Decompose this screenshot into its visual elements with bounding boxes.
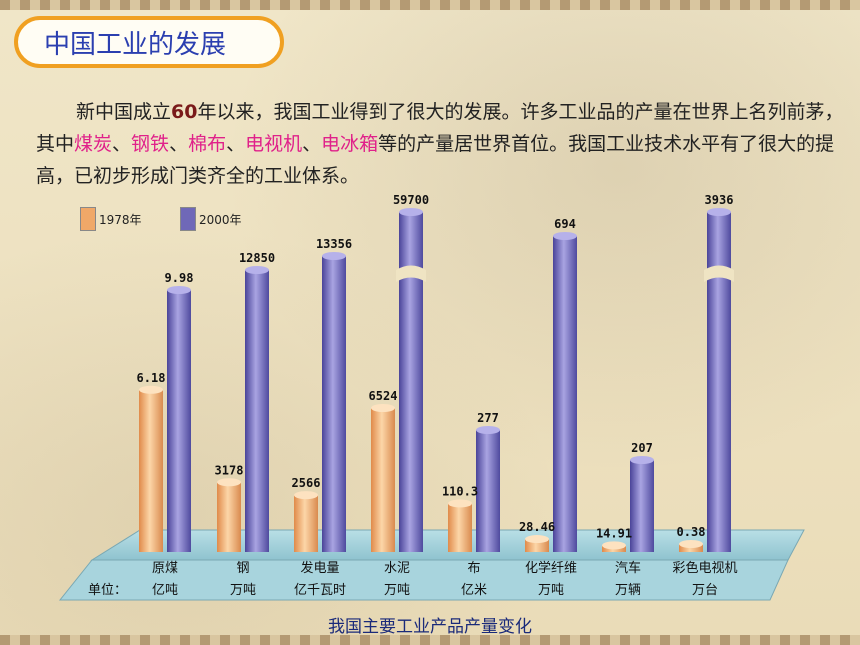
bar-1978-2-cap (294, 491, 318, 500)
chart-floor-front (58, 559, 789, 601)
paragraph-segment-5: 钢铁 (131, 133, 170, 155)
bar-1978-3 (371, 408, 395, 552)
page-title-text: 中国工业的发展 (44, 29, 227, 60)
category-label-7: 彩色电视机 (672, 560, 737, 576)
paragraph-segment-0: 新中国成立 (76, 101, 172, 123)
paragraph-segment-7: 棉布 (188, 133, 227, 155)
bar-1978-1 (217, 482, 241, 552)
unit-label-2: 亿千瓦时 (294, 583, 346, 598)
legend-item-1978: 1978年 (80, 207, 142, 231)
legend-label-2000: 2000年 (199, 212, 242, 227)
data-label-1978-3: 6524 (369, 389, 398, 403)
paragraph-segment-12: 等的产量居世界首位。我国工业技术水平有了很大的提高，已初步形成门类齐全的工业体系… (36, 133, 835, 187)
unit-label-6: 万辆 (615, 583, 641, 598)
data-label-1978-0: 6.18 (137, 371, 166, 385)
bar-2000-1 (245, 270, 269, 552)
data-label-2000-4: 277 (477, 411, 499, 425)
data-label-1978-6: 14.91 (596, 526, 632, 540)
legend-swatch-1978 (80, 207, 96, 231)
bar-2000-3 (399, 212, 423, 552)
category-label-5: 化学纤维 (525, 560, 577, 576)
paragraph-segment-4: 、 (112, 133, 132, 155)
bar-2000-5-cap (553, 232, 577, 240)
chart-caption: 我国主要工业产品产量变化 (328, 617, 532, 637)
bar-2000-4 (476, 430, 500, 552)
intro-paragraph: 新中国成立60年以来，我国工业得到了很大的发展。许多工业品的产量在世界上名列前茅… (36, 96, 846, 192)
decorative-border-top (0, 0, 860, 10)
category-label-1: 钢 (236, 561, 249, 576)
paragraph-segment-6: 、 (169, 133, 189, 155)
data-label-1978-5: 28.46 (519, 520, 555, 534)
paragraph-segment-9: 电视机 (245, 133, 303, 155)
data-label-2000-6: 207 (631, 441, 653, 455)
data-label-2000-1: 12850 (239, 251, 275, 265)
data-label-2000-3: 59700 (393, 193, 429, 207)
bar-1978-5-cap (525, 535, 549, 544)
bar-2000-0 (167, 290, 191, 552)
bar-2000-0-cap (167, 286, 191, 294)
data-label-1978-1: 3178 (215, 463, 244, 477)
unit-label-5: 万吨 (538, 583, 564, 598)
legend-label-1978: 1978年 (99, 212, 142, 227)
category-label-2: 发电量 (300, 560, 339, 576)
unit-label-3: 万吨 (384, 583, 410, 598)
unit-prefix-label: 单位： (88, 583, 127, 598)
paragraph-segment-10: 、 (302, 133, 322, 155)
bar-2000-1-cap (245, 266, 269, 274)
bar-2000-2 (322, 256, 346, 552)
data-label-2000-7: 3936 (705, 193, 734, 207)
data-label-1978-7: 0.38 (677, 525, 706, 539)
category-label-3: 水泥 (384, 561, 410, 576)
page-title: 中国工业的发展 (14, 16, 284, 68)
axis-break-7 (704, 265, 734, 282)
data-label-2000-5: 694 (554, 217, 576, 231)
bar-2000-6 (630, 460, 654, 552)
category-label-4: 布 (467, 561, 480, 576)
paragraph-segment-2: 年以来，我国工业得到了很大的发展。许多工业品的产量在世界上名列前茅，其中 (36, 101, 844, 155)
data-label-2000-0: 9.98 (165, 271, 194, 285)
bar-1978-4 (448, 503, 472, 552)
category-label-6: 汽车 (615, 560, 641, 576)
bar-1978-1-cap (217, 478, 241, 487)
unit-label-4: 亿米 (461, 583, 487, 598)
unit-label-0: 亿吨 (152, 583, 178, 598)
bar-1978-7-cap (679, 540, 703, 548)
bar-2000-3-cap (399, 208, 423, 216)
legend-swatch-2000 (180, 207, 196, 231)
bar-1978-0 (139, 389, 163, 552)
bar-1978-3-cap (371, 404, 395, 412)
unit-label-1: 万吨 (230, 583, 256, 598)
legend-item-2000: 2000年 (180, 207, 242, 231)
data-label-2000-2: 13356 (316, 237, 352, 251)
data-label-1978-2: 2566 (292, 476, 321, 490)
decorative-border-bottom (0, 635, 860, 645)
bar-2000-7-cap (707, 208, 731, 216)
axis-break-3 (396, 265, 426, 282)
bar-2000-5 (553, 236, 577, 552)
paragraph-segment-11: 电冰箱 (321, 133, 379, 155)
bar-1978-4-cap (448, 499, 472, 508)
bar-2000-4-cap (476, 426, 500, 434)
bar-2000-6-cap (630, 456, 654, 464)
bar-2000-7 (707, 212, 731, 552)
paragraph-segment-8: 、 (226, 133, 246, 155)
unit-label-7: 万台 (692, 583, 718, 598)
bar-1978-6-cap (602, 541, 626, 550)
data-label-1978-4: 110.3 (442, 484, 478, 498)
paragraph-segment-3: 煤炭 (74, 133, 113, 155)
bar-1978-0-cap (139, 385, 163, 394)
category-label-0: 原煤 (152, 561, 178, 576)
bar-1978-2 (294, 495, 318, 552)
paragraph-segment-1: 60 (171, 101, 198, 123)
bar-2000-2-cap (322, 252, 346, 260)
